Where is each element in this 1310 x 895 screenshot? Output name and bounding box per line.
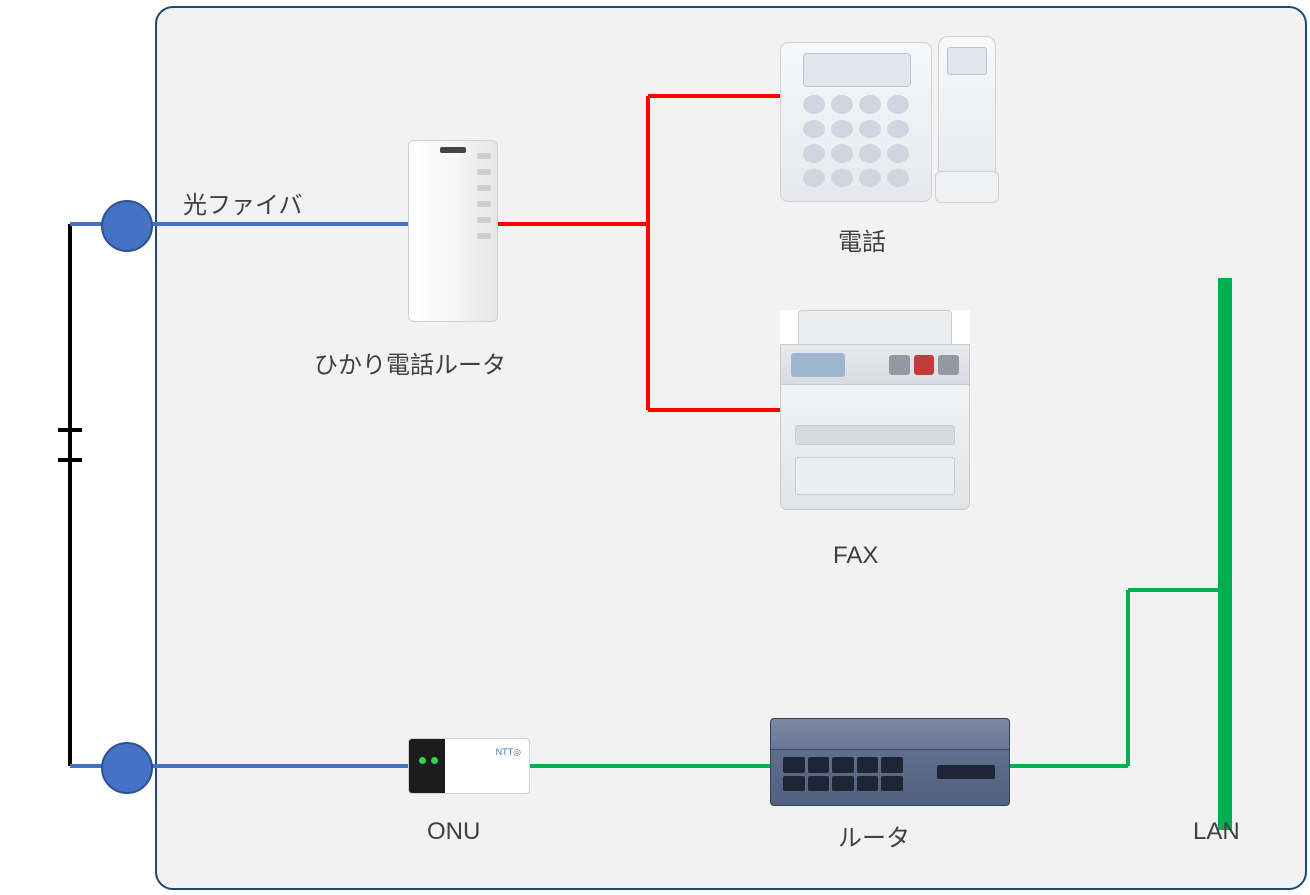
router-body-icon — [477, 153, 491, 303]
router-ports-icon — [783, 757, 903, 791]
handset-screen-icon — [947, 47, 987, 75]
label-lan: LAN — [1193, 818, 1240, 846]
fax-panel-icon — [780, 344, 970, 386]
diagram-frame — [155, 6, 1307, 890]
label-onu: ONU — [427, 818, 480, 846]
device-fax — [780, 310, 970, 510]
fax-body-icon — [780, 384, 970, 510]
router-top-slot-icon — [440, 147, 466, 153]
device-router — [770, 718, 1010, 806]
router-top-icon — [771, 719, 1009, 750]
device-hikari-router — [408, 140, 498, 322]
device-phone-base — [780, 42, 932, 202]
router-usb-icon — [937, 765, 995, 779]
onu-body-icon: NTT◎ — [445, 739, 529, 793]
onu-front-icon — [409, 739, 445, 793]
label-hikari-router: ひかり電話ルータ — [314, 345, 506, 380]
node-dot-top — [101, 200, 153, 252]
label-fiber: 光ファイバ — [183, 185, 303, 220]
phone-screen-icon — [803, 53, 911, 87]
device-phone-handset — [938, 36, 996, 202]
phone-keypad-icon — [803, 95, 909, 187]
fax-adf-icon — [798, 310, 952, 346]
label-router: ルータ — [838, 818, 910, 853]
handset-cradle-icon — [935, 171, 999, 203]
node-dot-bottom — [101, 742, 153, 794]
label-phone: 電話 — [838, 222, 886, 257]
device-onu: NTT◎ — [408, 738, 530, 794]
label-fax: FAX — [833, 542, 878, 570]
